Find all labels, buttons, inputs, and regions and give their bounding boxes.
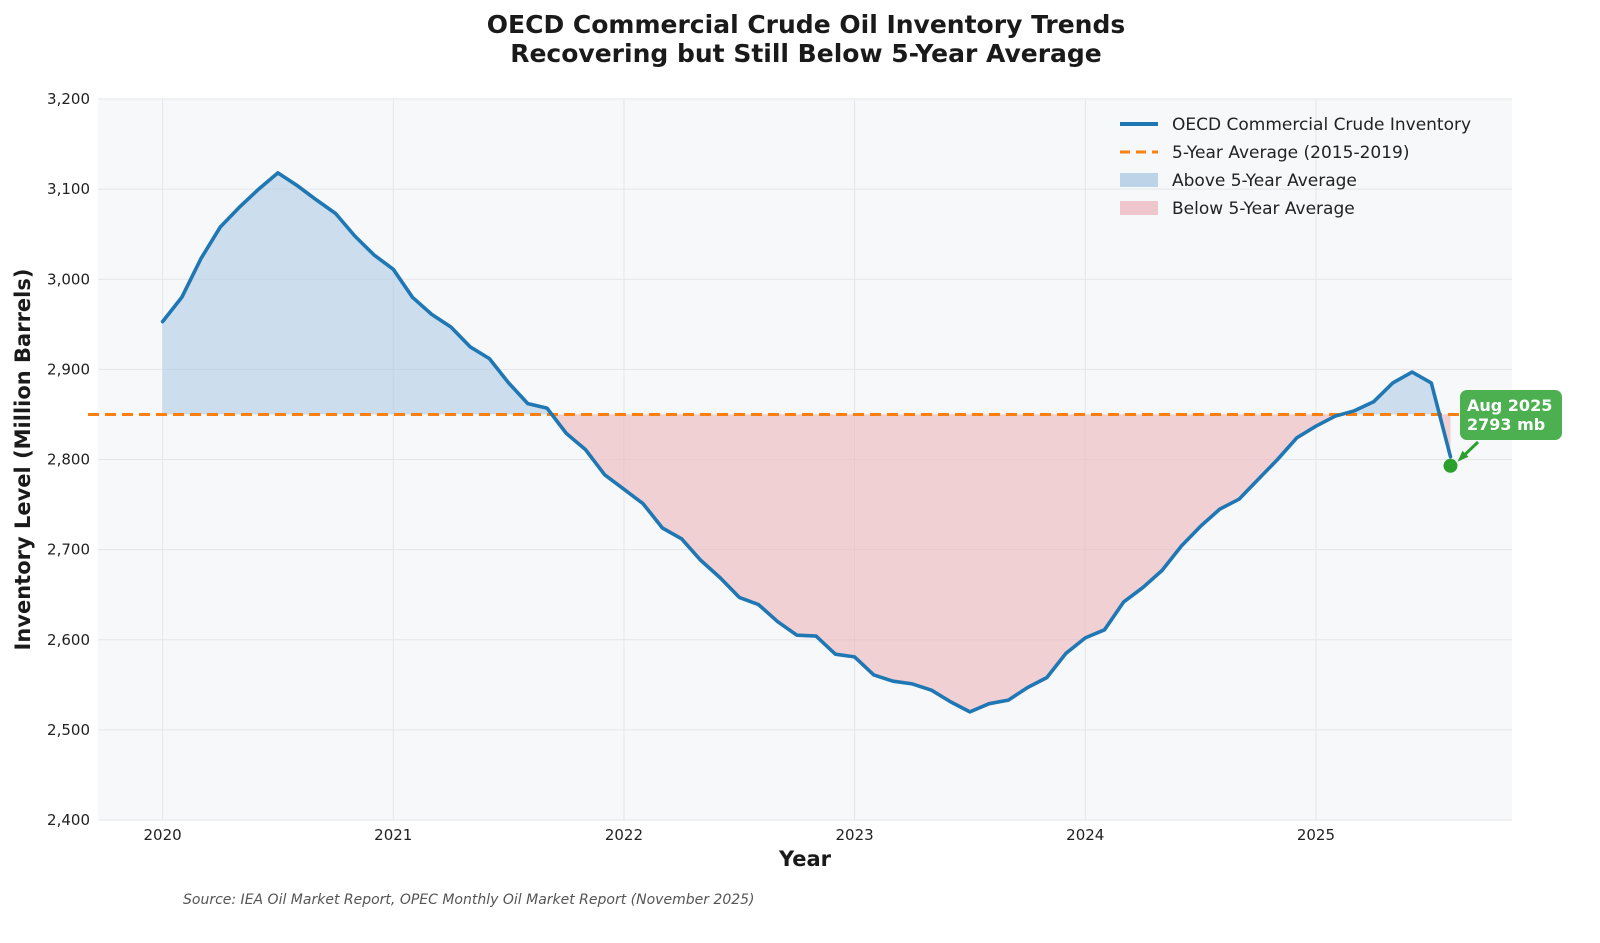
x-tick-label: 2023 — [836, 826, 874, 844]
x-tick-label: 2024 — [1066, 826, 1104, 844]
y-tick-label: 2,900 — [47, 360, 90, 378]
chart-title: OECD Commercial Crude Oil Inventory Tren… — [487, 10, 1125, 39]
y-tick-label: 2,600 — [47, 631, 90, 649]
x-tick-label: 2025 — [1297, 826, 1335, 844]
latest-point-marker — [1443, 458, 1458, 473]
series-group — [160, 171, 1453, 714]
axis-ticks: 2,400 2,500 2,600 2,700 2,800 2,900 3,000 3,100… — [47, 90, 1335, 844]
x-axis-label: Year — [778, 847, 832, 871]
annotation-date: Aug 2025 — [1467, 396, 1552, 415]
y-tick-label: 3,200 — [47, 90, 90, 108]
x-tick-label: 2020 — [143, 826, 181, 844]
above-average-fill — [1341, 372, 1440, 415]
below-average-fill — [551, 414, 1342, 712]
source-note: Source: IEA Oil Market Report, OPEC Mont… — [183, 892, 755, 908]
legend-label: Above 5-Year Average — [1172, 171, 1357, 191]
above-average-fill — [162, 172, 552, 415]
y-tick-label: 2,800 — [47, 451, 90, 469]
legend-swatch-patch — [1120, 173, 1158, 187]
y-tick-label: 2,700 — [47, 541, 90, 559]
annotation-box — [1460, 390, 1562, 440]
legend-label: OECD Commercial Crude Inventory — [1172, 115, 1471, 135]
legend: OECD Commercial Crude Inventory 5-Year Av… — [1120, 115, 1471, 219]
annotation-arrow-head — [1457, 450, 1469, 462]
grid-lines — [98, 98, 1512, 821]
annotation-value: 2793 mb — [1467, 415, 1545, 434]
area-fills — [162, 172, 1451, 712]
x-tick-label: 2022 — [605, 826, 643, 844]
y-tick-label: 3,000 — [47, 270, 90, 288]
inventory-line — [160, 171, 1453, 714]
y-tick-label: 2,400 — [47, 811, 90, 829]
y-axis-label: Inventory Level (Million Barrels) — [11, 269, 35, 651]
legend-label: 5-Year Average (2015-2019) — [1172, 143, 1409, 163]
chart-subtitle: Recovering but Still Below 5-Year Averag… — [510, 39, 1102, 68]
y-tick-label: 3,100 — [47, 180, 90, 198]
x-tick-label: 2021 — [374, 826, 412, 844]
legend-label: Below 5-Year Average — [1172, 199, 1355, 219]
legend-swatch-patch — [1120, 201, 1158, 215]
y-tick-label: 2,500 — [47, 721, 90, 739]
